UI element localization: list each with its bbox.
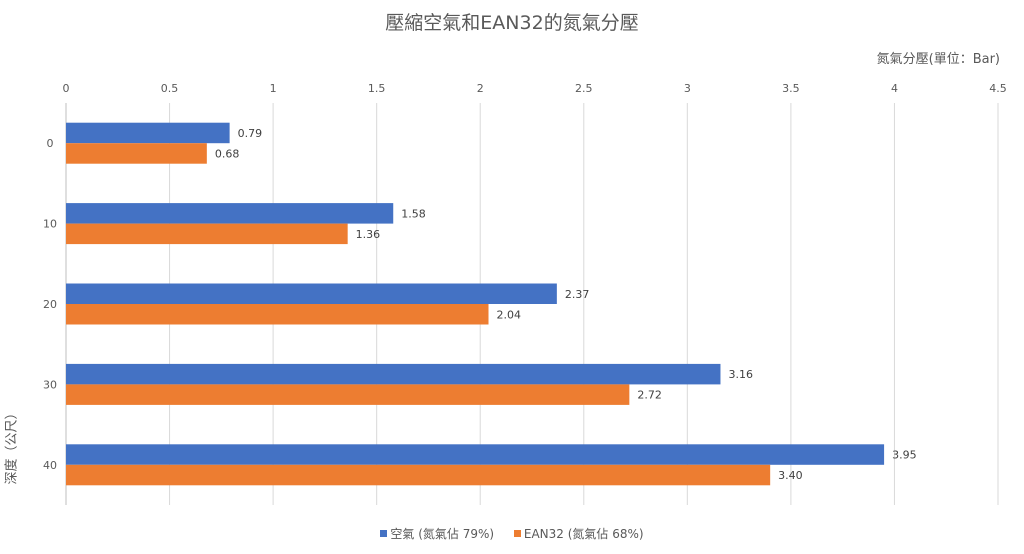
legend: 空氣 (氮氣佔 79%) EAN32 (氮氣佔 68%) [0, 525, 1024, 542]
x-tick-label: 3.5 [782, 82, 800, 95]
chart-title: 壓縮空氣和EAN32的氮氣分壓 [385, 12, 639, 34]
bar [66, 384, 630, 405]
y-tick-label: 10 [43, 218, 57, 231]
x-tick-label: 4 [891, 82, 898, 95]
legend-label-ean32: EAN32 (氮氣佔 68%) [523, 527, 644, 541]
bar [66, 223, 348, 245]
bar [66, 203, 394, 224]
y-tick-label: 20 [43, 298, 57, 311]
x-tick-label: 3 [684, 82, 691, 95]
data-label: 1.58 [401, 207, 426, 220]
legend-item-air[interactable]: 空氣 (氮氣佔 79%) [380, 525, 494, 542]
data-label: 2.04 [497, 308, 522, 321]
bar [66, 122, 230, 144]
data-label: 2.72 [637, 389, 662, 402]
data-label: 3.16 [728, 368, 753, 381]
bar [66, 283, 557, 304]
legend-swatch-ean32 [513, 530, 521, 537]
bar [66, 304, 489, 325]
legend-label-air: 空氣 (氮氣佔 79%) [390, 527, 495, 541]
x-tick-label: 4.5 [989, 82, 1007, 95]
bar [66, 444, 885, 465]
data-label: 3.95 [892, 449, 917, 462]
data-label: 0.79 [238, 127, 263, 140]
y-tick-label: 30 [43, 378, 57, 391]
bar [66, 464, 771, 486]
y-tick-label: 40 [43, 459, 57, 472]
data-label: 2.37 [565, 288, 590, 301]
data-label: 3.40 [778, 469, 803, 482]
data-label: 1.36 [356, 228, 381, 241]
legend-swatch-air [380, 530, 388, 537]
x-axis-label: 氮氣分壓(單位：Bar) [876, 52, 1000, 67]
x-tick-label: 0 [63, 82, 70, 95]
bar [66, 143, 207, 164]
x-tick-label: 2 [477, 82, 484, 95]
x-tick-label: 0.5 [161, 82, 179, 95]
y-tick-label: 0 [47, 137, 54, 150]
x-tick-label: 1.5 [368, 82, 386, 95]
bar [66, 363, 721, 385]
data-label: 0.68 [215, 147, 240, 160]
legend-item-ean32[interactable]: EAN32 (氮氣佔 68%) [513, 525, 644, 542]
x-tick-label: 1 [270, 82, 277, 95]
x-tick-label: 2.5 [575, 82, 593, 95]
